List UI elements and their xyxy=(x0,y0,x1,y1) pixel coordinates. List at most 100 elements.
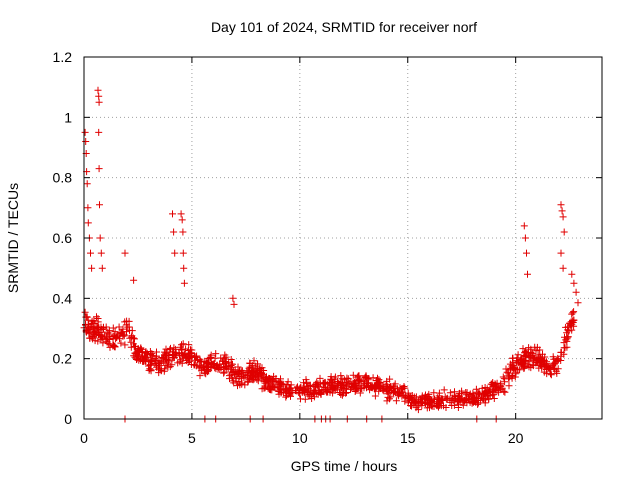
data-point xyxy=(333,378,341,385)
data-point xyxy=(99,339,107,347)
y-tick-label: 1.2 xyxy=(53,49,73,65)
data-point xyxy=(351,388,359,395)
data-point xyxy=(553,357,561,365)
data-point xyxy=(96,234,104,242)
data-point xyxy=(569,309,577,317)
data-point xyxy=(95,128,103,136)
data-point xyxy=(227,356,235,363)
data-point xyxy=(568,326,576,334)
data-point xyxy=(169,210,176,218)
data-point xyxy=(152,356,160,364)
data-point xyxy=(244,378,252,386)
data-point xyxy=(427,402,435,410)
data-point xyxy=(315,386,323,394)
data-point xyxy=(572,288,580,296)
data-point xyxy=(538,363,546,370)
data-point xyxy=(95,98,103,106)
data-point xyxy=(124,323,132,331)
data-point xyxy=(339,386,347,394)
data-point xyxy=(525,358,533,366)
ticks-layer: 0 5 10 15 20 0 0.2 0.4 0.6 0.8 1 1.2 xyxy=(53,49,602,446)
data-point xyxy=(142,349,149,357)
data-point xyxy=(250,375,258,383)
data-point xyxy=(104,329,112,337)
data-point xyxy=(415,398,423,406)
data-point xyxy=(170,228,178,236)
data-point xyxy=(207,351,215,359)
data-point xyxy=(437,402,445,410)
data-point xyxy=(190,361,198,369)
data-point xyxy=(501,388,509,396)
data-point xyxy=(193,352,201,360)
data-point xyxy=(87,319,95,327)
data-point xyxy=(89,326,97,334)
data-point xyxy=(95,324,103,332)
data-point xyxy=(131,349,139,357)
data-point xyxy=(82,138,90,145)
data-point xyxy=(485,395,493,403)
data-point xyxy=(483,385,491,393)
data-point xyxy=(435,389,443,397)
data-point xyxy=(357,377,365,385)
data-point xyxy=(126,326,133,334)
data-point xyxy=(234,363,242,371)
data-point xyxy=(260,367,268,374)
data-point xyxy=(414,406,422,414)
data-point xyxy=(228,363,236,371)
data-point xyxy=(506,366,514,374)
data-point xyxy=(198,367,206,375)
data-point xyxy=(500,387,508,395)
data-point xyxy=(435,396,442,403)
data-point xyxy=(87,249,94,257)
data-point xyxy=(130,276,138,284)
data-point xyxy=(547,363,555,371)
data-point xyxy=(133,356,140,363)
data-point xyxy=(559,264,567,272)
data-point xyxy=(235,369,243,377)
data-point xyxy=(83,180,91,188)
data-point xyxy=(238,380,246,388)
data-point xyxy=(354,372,362,380)
data-point xyxy=(446,389,454,397)
data-point xyxy=(250,357,258,365)
data-point xyxy=(97,249,105,257)
data-point xyxy=(84,204,92,212)
data-point xyxy=(229,294,237,302)
data-point xyxy=(177,210,185,218)
data-point xyxy=(339,380,347,388)
data-point xyxy=(229,360,236,368)
data-point xyxy=(304,391,312,399)
data-point xyxy=(180,279,188,287)
data-layer xyxy=(80,86,582,423)
data-point xyxy=(145,362,152,370)
data-point xyxy=(568,270,576,278)
y-tick-label: 0.4 xyxy=(53,290,73,306)
data-point xyxy=(258,385,266,393)
data-point xyxy=(146,361,154,369)
data-point xyxy=(564,323,572,331)
data-point xyxy=(213,361,221,369)
y-axis-title: SRMTID / TECUs xyxy=(5,183,21,293)
data-point xyxy=(117,339,125,347)
data-point xyxy=(412,393,420,401)
data-point xyxy=(137,345,145,353)
data-point xyxy=(130,340,137,348)
data-point xyxy=(448,402,456,409)
data-point xyxy=(343,383,350,391)
data-point xyxy=(226,375,233,383)
data-point xyxy=(563,329,571,337)
data-point xyxy=(96,201,103,209)
data-point xyxy=(553,369,561,377)
data-point xyxy=(527,348,535,356)
data-point xyxy=(244,377,252,385)
data-point xyxy=(174,359,182,367)
data-point xyxy=(196,357,204,365)
x-tick-label: 20 xyxy=(508,430,524,446)
data-point xyxy=(508,373,516,381)
data-point xyxy=(541,353,549,361)
data-point xyxy=(569,317,577,325)
data-point xyxy=(105,331,113,339)
data-point xyxy=(489,381,497,389)
data-point xyxy=(347,378,355,386)
data-point xyxy=(502,365,510,373)
